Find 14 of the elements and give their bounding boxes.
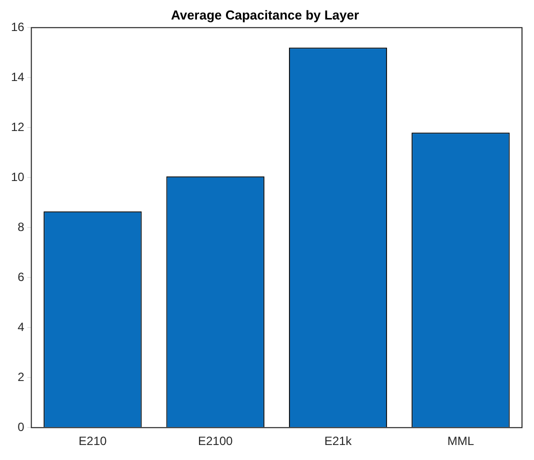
chart-title: Average Capacitance by Layer bbox=[170, 7, 360, 22]
x-tick-label: E21k bbox=[324, 434, 353, 448]
y-tick-label: 6 bbox=[18, 270, 25, 284]
y-tick-label: 14 bbox=[10, 70, 25, 84]
y-tick-label: 16 bbox=[10, 20, 25, 34]
y-tick-label: 10 bbox=[10, 170, 25, 184]
y-tick-label: 8 bbox=[18, 220, 25, 234]
y-tick-label: 4 bbox=[18, 320, 25, 334]
y-tick-label: 12 bbox=[10, 120, 25, 134]
y-tick-label: 2 bbox=[18, 370, 25, 384]
x-tick-label: MML bbox=[447, 434, 474, 448]
x-tick-label: E210 bbox=[78, 434, 108, 448]
x-tick-label: E2100 bbox=[198, 434, 234, 448]
y-tick-label: 0 bbox=[18, 420, 25, 434]
